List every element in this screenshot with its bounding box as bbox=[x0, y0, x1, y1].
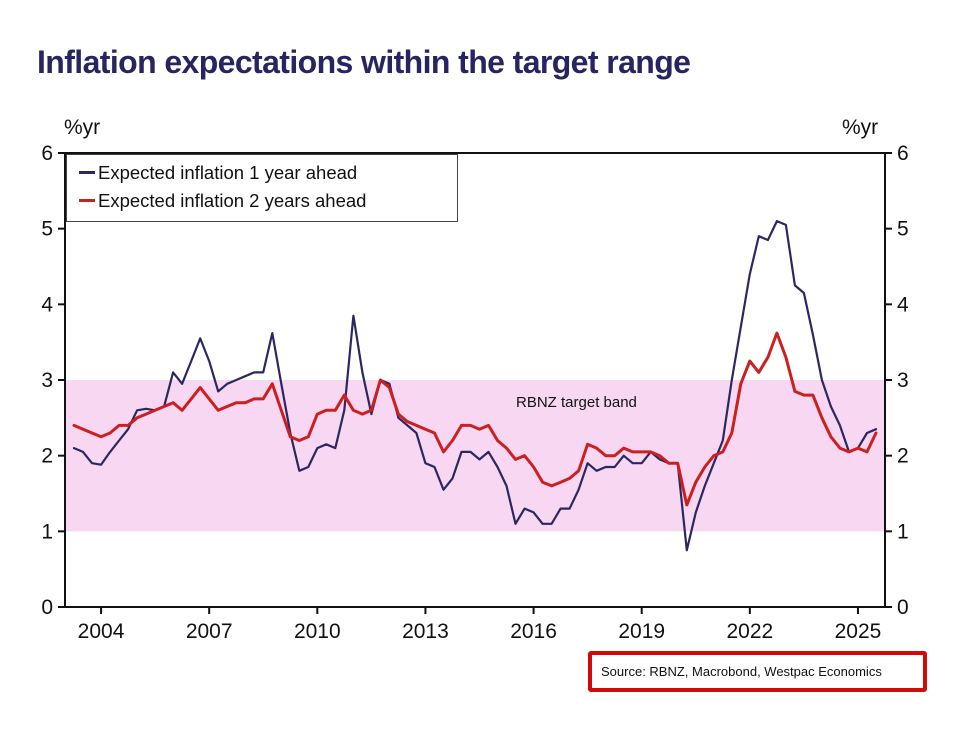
legend-label-2yr: Expected inflation 2 years ahead bbox=[98, 190, 367, 212]
source-box: Source: RBNZ, Macrobond, Westpac Economi… bbox=[588, 651, 927, 692]
svg-text:2016: 2016 bbox=[510, 620, 557, 643]
svg-text:1: 1 bbox=[41, 520, 53, 543]
series-line-1 bbox=[72, 331, 878, 507]
target-band-label: RBNZ target band bbox=[516, 394, 637, 411]
svg-text:2: 2 bbox=[41, 445, 53, 468]
svg-text:6: 6 bbox=[41, 142, 53, 165]
legend-item-1yr: Expected inflation 1 year ahead bbox=[79, 162, 447, 183]
series-line-0 bbox=[72, 220, 878, 552]
svg-text:6: 6 bbox=[897, 142, 909, 165]
svg-text:3: 3 bbox=[897, 369, 909, 392]
legend-label-1yr: Expected inflation 1 year ahead bbox=[98, 162, 358, 183]
svg-text:2022: 2022 bbox=[726, 620, 773, 643]
chart-legend: Expected inflation 1 year ahead Expected… bbox=[66, 154, 458, 222]
right-axis-unit-label: %yr bbox=[842, 116, 879, 139]
svg-text:2025: 2025 bbox=[835, 620, 882, 643]
svg-text:2019: 2019 bbox=[618, 620, 665, 643]
legend-swatch-2yr-icon bbox=[79, 199, 95, 203]
svg-text:4: 4 bbox=[897, 293, 909, 316]
svg-text:2007: 2007 bbox=[186, 620, 233, 643]
svg-text:2010: 2010 bbox=[294, 620, 341, 643]
legend-swatch-1yr-icon bbox=[79, 171, 95, 175]
source-text: Source: RBNZ, Macrobond, Westpac Economi… bbox=[601, 664, 882, 679]
svg-text:0: 0 bbox=[897, 596, 909, 619]
svg-text:4: 4 bbox=[41, 293, 53, 316]
svg-text:1: 1 bbox=[897, 520, 909, 543]
svg-text:3: 3 bbox=[41, 369, 53, 392]
legend-item-2yr: Expected inflation 2 years ahead bbox=[79, 190, 447, 211]
svg-text:2004: 2004 bbox=[78, 620, 125, 643]
svg-text:5: 5 bbox=[897, 218, 909, 241]
svg-text:0: 0 bbox=[41, 596, 53, 619]
svg-text:5: 5 bbox=[41, 218, 53, 241]
chart-title: Inflation expectations within the target… bbox=[37, 44, 691, 80]
svg-text:2: 2 bbox=[897, 445, 909, 468]
left-axis-unit-label: %yr bbox=[64, 116, 101, 139]
svg-text:2013: 2013 bbox=[402, 620, 449, 643]
